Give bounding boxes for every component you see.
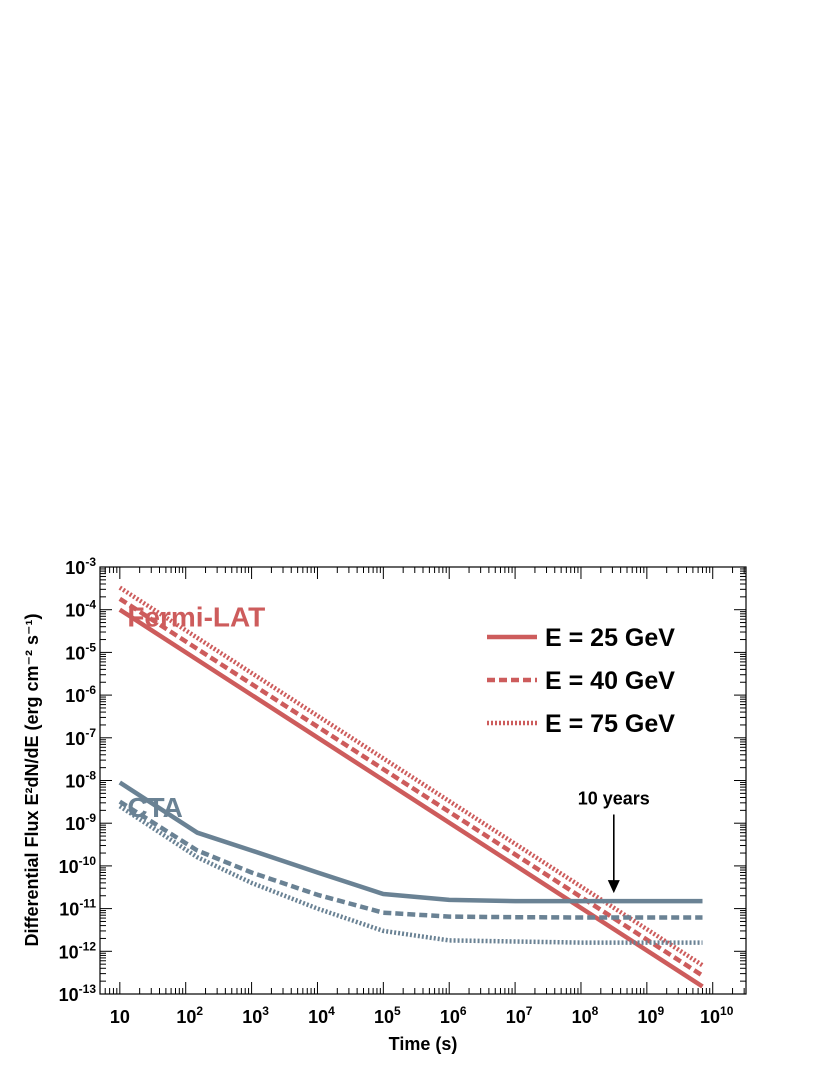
y-tick-label: 10-10	[59, 854, 97, 877]
x-tick-label: 10	[110, 1007, 130, 1027]
x-tick-label: 106	[440, 1004, 467, 1027]
annotations: Fermi-LAT CTA 10 years	[127, 602, 650, 894]
y-tick-label: 10-3	[65, 555, 96, 578]
y-tick-label: 10-8	[65, 769, 96, 792]
y-axis-label: Differential Flux E²dN/dE (erg cm⁻² s⁻¹)	[22, 613, 42, 946]
x-tick-label: 102	[176, 1004, 203, 1027]
y-tick-label: 10-6	[65, 683, 96, 706]
x-tick-label: 1010	[700, 1004, 734, 1027]
cta-series-line	[118, 804, 703, 945]
legend-label: E = 75 GeV	[545, 710, 675, 738]
y-tick-label: 10-9	[65, 811, 96, 834]
x-tick-label: 103	[242, 1004, 269, 1027]
cta-label: CTA	[127, 792, 182, 823]
y-tick-label: 10-5	[65, 640, 96, 663]
x-tick-label: 108	[572, 1004, 599, 1027]
y-tick-label: 10-12	[59, 939, 97, 962]
y-tick-label: 10-4	[65, 598, 96, 621]
x-tick-label: 104	[308, 1004, 335, 1027]
x-tick-label: 105	[374, 1004, 401, 1027]
legend-label: E = 40 GeV	[545, 667, 675, 695]
series-lines	[118, 585, 704, 989]
axis-tick-labels: 10 102 103 104 105 106 107 108 109 1010 10-13 10-12…	[59, 555, 734, 1027]
axis-ticks	[99, 566, 746, 995]
legend: E = 25 GeV E = 40 GeV E = 75 GeV	[487, 624, 675, 738]
x-axis-label: Time (s)	[389, 1034, 458, 1054]
fermi-lat-series-line	[118, 607, 704, 989]
cta-series-line	[118, 799, 703, 920]
legend-label: E = 25 GeV	[545, 624, 675, 652]
y-tick-label: 10-11	[59, 897, 96, 920]
cta-series-line	[118, 780, 703, 904]
ten-years-label: 10 years	[578, 788, 650, 808]
y-tick-label: 10-7	[65, 726, 96, 749]
x-tick-label: 109	[637, 1004, 664, 1027]
x-tick-label: 107	[506, 1004, 533, 1027]
fermi-lat-series-line	[118, 596, 704, 978]
fermi-lat-label: Fermi-LAT	[127, 602, 265, 633]
ten-years-arrow-head	[607, 880, 620, 894]
y-tick-label: 10-13	[59, 982, 97, 1005]
